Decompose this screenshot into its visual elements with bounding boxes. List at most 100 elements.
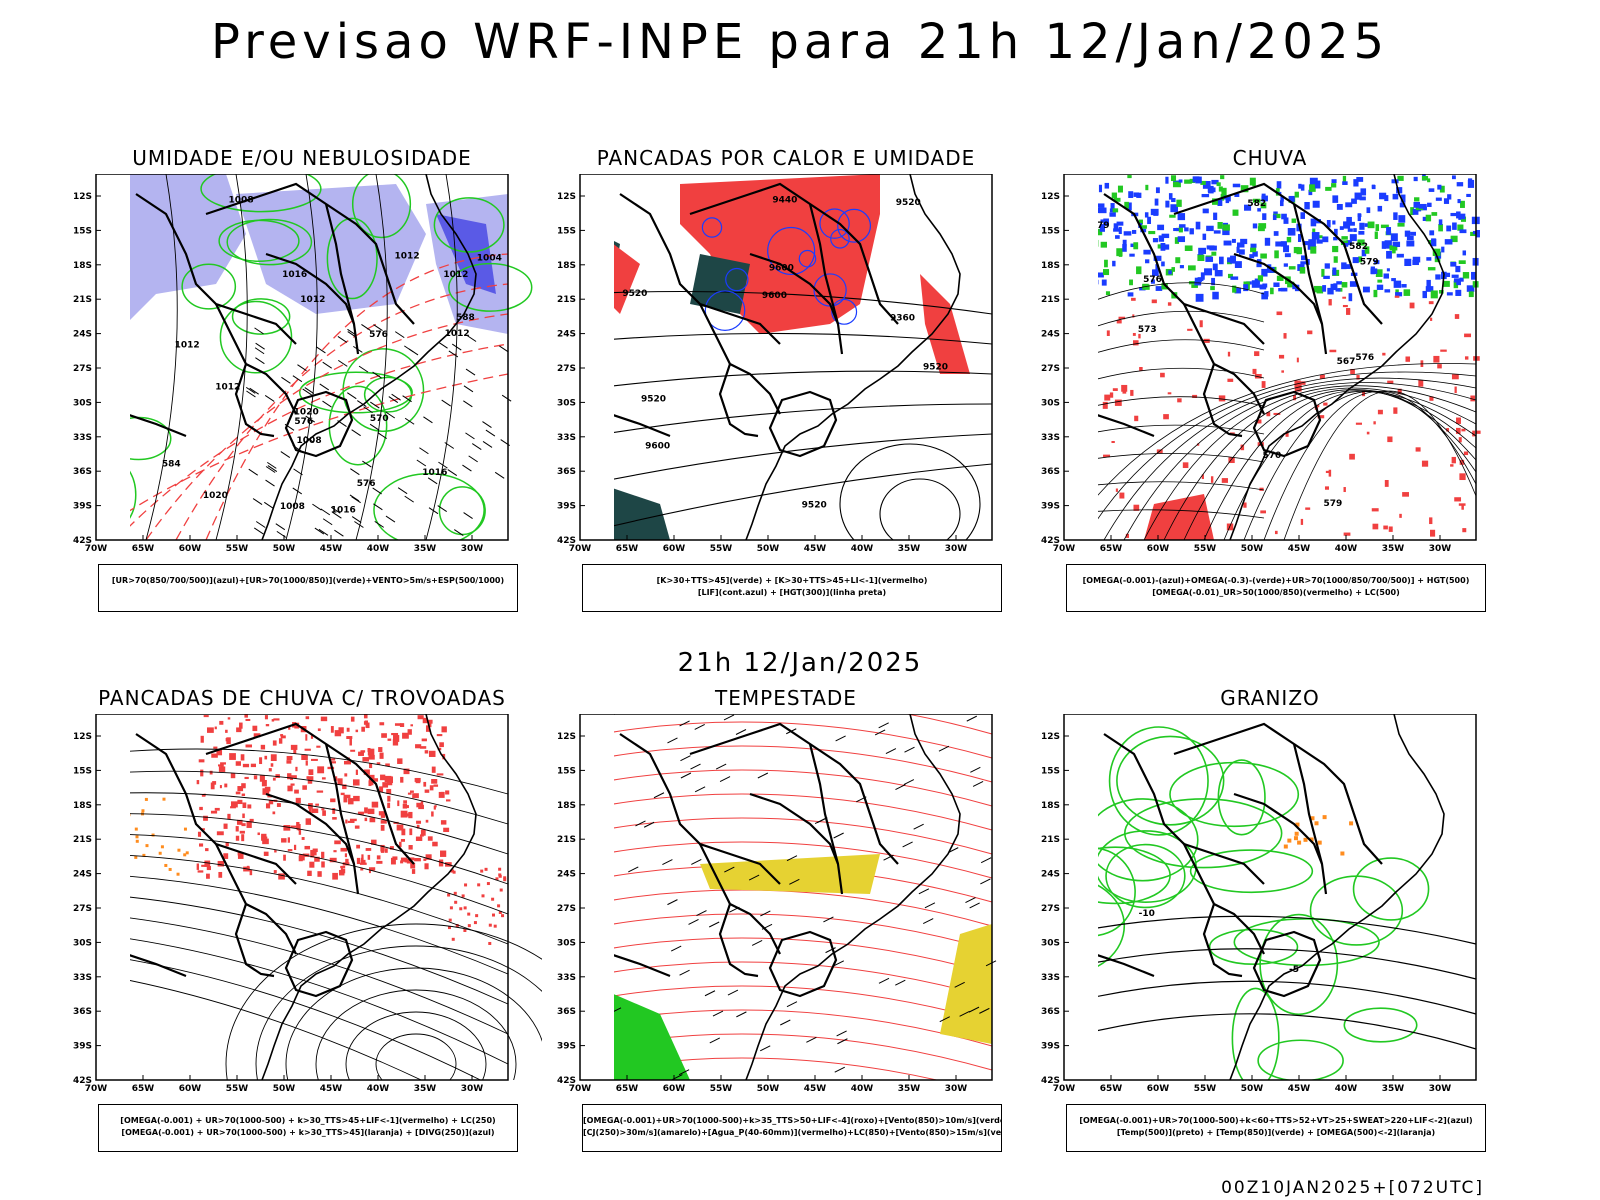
wind-vector	[966, 715, 978, 722]
storm-cell	[217, 860, 224, 867]
storm-cell	[213, 746, 218, 749]
storm-cell	[265, 724, 270, 727]
country-border	[1292, 743, 1324, 865]
map-background	[130, 714, 508, 1080]
storm-cell	[177, 848, 181, 852]
storm-cell	[214, 807, 220, 811]
lon-label: 60W	[1147, 1084, 1170, 1094]
rain-cell	[1230, 276, 1239, 280]
storm-cell	[272, 740, 277, 746]
contour-label: 1008	[297, 436, 322, 446]
rain-cell	[1148, 230, 1156, 235]
storm-cell	[340, 865, 346, 869]
wind-vector	[320, 508, 331, 516]
rain-cell	[1357, 213, 1362, 218]
wind-vector	[305, 415, 315, 423]
storm-cell	[407, 857, 415, 861]
storm-cell	[317, 871, 322, 877]
storm-cell	[454, 900, 458, 904]
lat-label: 15S	[1041, 766, 1060, 776]
rain-cell	[1070, 478, 1072, 484]
rain-cell	[1066, 186, 1073, 190]
rain-cell	[1074, 189, 1078, 193]
rain-cell	[1165, 176, 1169, 184]
storm-cell	[486, 882, 490, 886]
rain-cell	[1372, 523, 1379, 530]
lon-label: 45W	[1288, 544, 1311, 554]
lat-label: 42S	[1041, 536, 1060, 546]
contour-label: 579	[1323, 499, 1342, 509]
rain-cell	[1273, 231, 1279, 236]
storm-cell	[403, 800, 408, 804]
rain-cell	[1079, 522, 1084, 526]
height-contour	[614, 370, 993, 387]
storm-cell	[249, 818, 254, 823]
storm-cell	[358, 751, 364, 756]
lat-label: 30S	[557, 938, 576, 948]
rain-cell	[1370, 266, 1375, 275]
contour-label: 9440	[772, 196, 797, 206]
storm-cell	[361, 726, 365, 732]
rain-cell	[1273, 282, 1280, 287]
storm-cell	[257, 832, 260, 836]
contour-label: 1016	[422, 468, 447, 478]
rain-cell	[1472, 430, 1476, 437]
storm-cell	[343, 760, 351, 765]
map-frame	[1063, 174, 1477, 541]
rain-cell	[1128, 191, 1134, 198]
storm-cell	[216, 749, 223, 756]
storm-cell	[242, 813, 245, 819]
storm-cell	[197, 870, 204, 873]
storm-cell	[262, 788, 270, 795]
rain-cell	[1184, 245, 1193, 251]
lat-label: 15S	[1041, 226, 1060, 236]
storm-cell	[402, 732, 409, 739]
rain-cell	[1110, 203, 1115, 210]
lon-label: 55W	[226, 544, 249, 554]
rain-cell	[1300, 184, 1305, 191]
lat-label: 12S	[1041, 192, 1060, 202]
height-contour	[614, 290, 993, 315]
storm-cell	[283, 825, 291, 831]
rain-cell	[1091, 432, 1096, 436]
map-frame	[579, 174, 993, 541]
rain-cell	[1412, 259, 1419, 266]
storm-cell	[273, 718, 280, 721]
country-border	[265, 792, 360, 895]
wind-vector	[428, 507, 439, 515]
storm-cell	[334, 840, 341, 845]
panel-title: TEMPESTADE	[715, 686, 857, 710]
rain-cell	[1281, 370, 1284, 373]
map-background	[614, 714, 992, 1080]
storm-cell	[484, 867, 488, 871]
rain-cell	[1086, 277, 1092, 282]
rain-cell	[1309, 184, 1316, 192]
rain-cell	[1079, 244, 1083, 249]
rain-cell	[1073, 266, 1077, 273]
rain-cell	[1323, 275, 1330, 279]
rain-cell	[1280, 196, 1284, 202]
storm-cell	[342, 784, 347, 790]
rain-cell	[1451, 175, 1456, 180]
storm-cell	[113, 859, 116, 862]
omega-cell	[1309, 837, 1314, 842]
temperature-contour	[1098, 1013, 1477, 1050]
rain-cell	[1138, 219, 1143, 225]
coastline	[745, 174, 961, 540]
storm-cell	[301, 837, 305, 840]
storm-cell	[305, 760, 308, 766]
wind-vector	[253, 527, 264, 535]
wind-vector	[970, 766, 981, 773]
rain-cell	[1332, 195, 1339, 203]
rain-cell	[1122, 239, 1127, 247]
rain-cell	[1136, 266, 1142, 275]
lon-label: 40W	[1335, 1084, 1358, 1094]
storm-cell	[290, 775, 297, 779]
rain-cell	[1079, 397, 1084, 404]
wind-vector	[789, 878, 800, 885]
rain-cell	[1441, 246, 1445, 253]
wind-vector	[444, 442, 455, 449]
water-contour	[614, 961, 993, 999]
storm-cell	[424, 863, 429, 870]
